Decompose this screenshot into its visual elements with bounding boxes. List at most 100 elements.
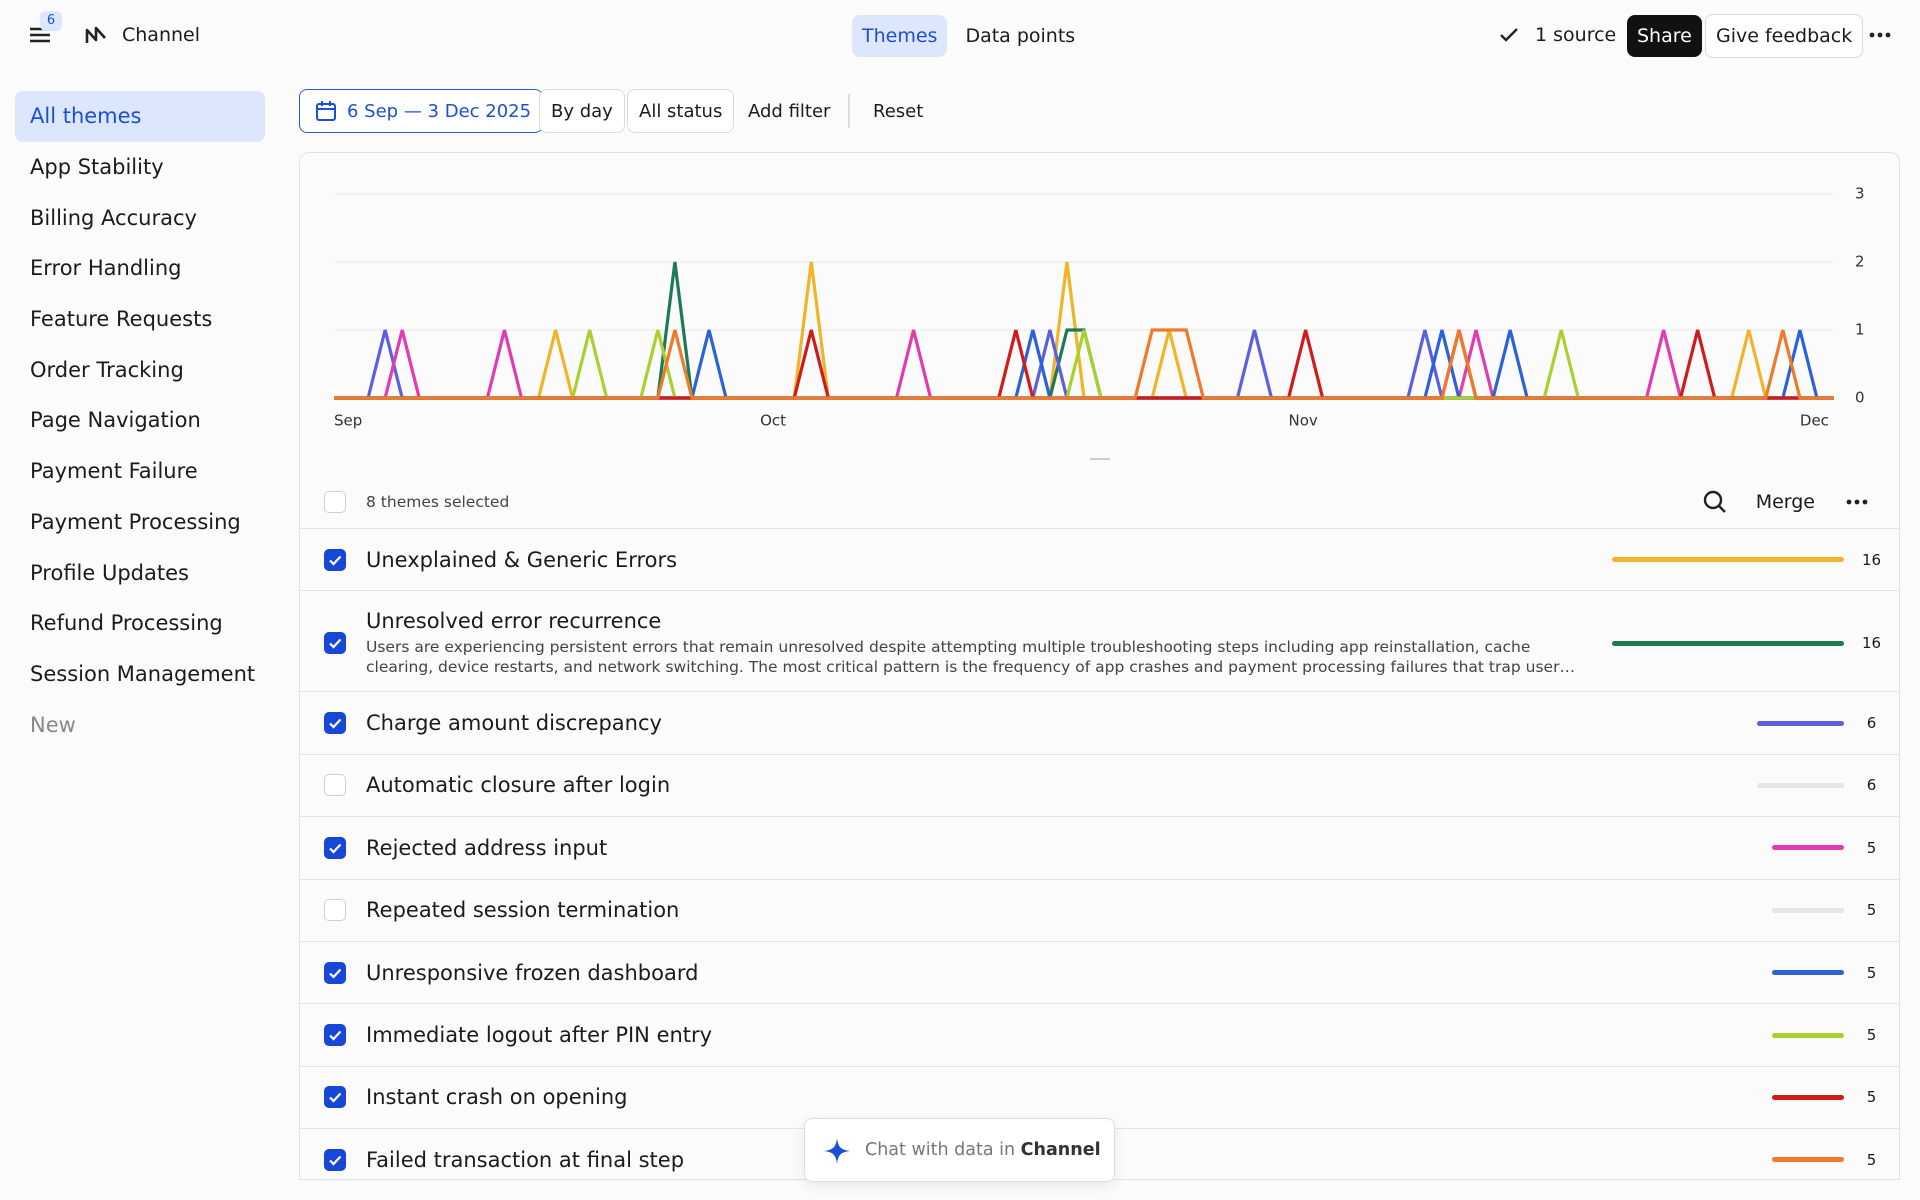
theme-count: 5 [1866, 963, 1877, 982]
resize-handle[interactable] [1090, 458, 1110, 460]
more-icon[interactable] [1868, 30, 1892, 40]
bar-wrap [1604, 907, 1844, 913]
theme-count: 5 [1866, 901, 1877, 920]
sidebar-item[interactable]: Payment Processing [30, 509, 241, 534]
theme-count: 6 [1866, 776, 1877, 795]
checkbox[interactable] [324, 548, 346, 571]
sidebar-new[interactable]: New [30, 712, 76, 737]
sidebar-item[interactable]: Page Navigation [30, 408, 201, 433]
theme-description: Users are experiencing persistent errors… [366, 638, 1568, 677]
theme-row[interactable]: Rejected address input 5 [300, 817, 1899, 880]
row-text: Failed transaction at final step [366, 1148, 1604, 1172]
date-filter[interactable]: 6 Sep — 3 Dec 2025 [299, 89, 544, 133]
bar-wrap [1604, 1094, 1844, 1100]
check-mark [329, 639, 342, 649]
chat-brand: Channel [1020, 1140, 1101, 1160]
sidebar-item[interactable]: Order Tracking [30, 357, 184, 382]
checkbox[interactable] [324, 1024, 346, 1047]
theme-row[interactable]: Repeated session termination 5 [300, 880, 1899, 942]
share-button[interactable]: Share [1627, 15, 1702, 57]
x-tick-label: Sep [334, 412, 362, 430]
check-path [329, 555, 342, 566]
theme-row[interactable]: Failed transaction at final step 5 [300, 1129, 1899, 1179]
sidebar-item[interactable]: Feature Requests [30, 307, 213, 332]
bar-wrap [1604, 640, 1844, 646]
theme-count: 5 [1866, 1088, 1877, 1107]
theme-row[interactable]: Unresolved error recurrence Users are exp… [300, 591, 1899, 693]
count-bar [1771, 1032, 1844, 1038]
theme-title: Instant crash on opening [366, 1085, 628, 1110]
theme-title: Unexplained & Generic Errors [366, 547, 678, 572]
sidebar-item[interactable]: Refund Processing [30, 611, 223, 636]
app-icon [85, 26, 106, 43]
sidebar-item[interactable]: Billing Accuracy [30, 205, 197, 230]
sparkle-icon [824, 1138, 850, 1164]
theme-row[interactable]: Automatic closure after login 6 [300, 755, 1899, 818]
chat-prefix: Chat with data in [865, 1140, 1016, 1160]
theme-title: Rejected address input [366, 835, 608, 860]
check-mark [329, 1093, 342, 1104]
sidebar-item[interactable]: Session Management [30, 661, 256, 686]
theme-row[interactable]: Charge amount discrepancy 6 [300, 692, 1899, 755]
add-filter[interactable]: Add filter [748, 100, 831, 122]
count-bar [1757, 782, 1844, 788]
sidebar-item[interactable]: App Stability [30, 155, 164, 180]
check-path [329, 968, 342, 979]
checkbox[interactable] [324, 1148, 346, 1171]
theme-count: 5 [1866, 838, 1877, 857]
count-bar [1771, 1157, 1844, 1163]
check-path [329, 1030, 342, 1041]
themes-panel: 0 1 2 3 Sep Oct Nov Dec 8 themes selected Merge… [299, 152, 1900, 1180]
bar-wrap [1604, 1032, 1844, 1038]
badge: 6 [40, 11, 62, 31]
count-bar [1771, 970, 1844, 976]
status-filter[interactable]: All status [627, 89, 735, 133]
sidebar-item[interactable]: Error Handling [30, 256, 182, 281]
check-icon [1500, 28, 1518, 42]
theme-count: 16 [1861, 550, 1882, 569]
row-text: Unexplained & Generic Errors [366, 548, 1604, 572]
checkbox[interactable] [324, 836, 346, 859]
checkbox[interactable] [324, 1086, 346, 1109]
tab[interactable]: Data points [965, 25, 1076, 47]
date-range: 6 Sep — 3 Dec 2025 [347, 100, 532, 122]
x-tick-label: Nov [1289, 412, 1318, 430]
check-path [329, 1155, 342, 1166]
check-mark [329, 968, 342, 979]
theme-count: 6 [1866, 714, 1877, 733]
reset[interactable]: Reset [873, 100, 924, 122]
select-all[interactable] [324, 490, 346, 513]
theme-title: Charge amount discrepancy [366, 711, 662, 736]
chat-box[interactable]: Chat with data in Channel [804, 1118, 1115, 1182]
count-bar [1612, 640, 1844, 646]
theme-title: Unresponsive frozen dashboard [366, 960, 699, 985]
granularity-filter[interactable]: By day [539, 89, 625, 133]
merge-button[interactable]: Merge [1755, 490, 1815, 513]
check-mark [329, 718, 342, 729]
theme-row[interactable]: Immediate logout after PIN entry 5 [300, 1004, 1899, 1067]
feedback-button[interactable]: Give feedback [1705, 14, 1864, 58]
list-more-icon[interactable] [1845, 497, 1869, 507]
sidebar-item[interactable]: Payment Failure [30, 459, 198, 484]
sidebar-item[interactable]: All themes [15, 91, 265, 142]
source[interactable]: 1 source [1535, 24, 1617, 46]
checkbox[interactable] [324, 632, 346, 655]
checkbox[interactable] [324, 712, 346, 735]
theme-count: 5 [1866, 1150, 1877, 1169]
theme-count: 5 [1866, 1026, 1877, 1045]
y-tick-label: 0 [1855, 389, 1865, 407]
tab[interactable]: Themes [852, 15, 948, 57]
theme-title: Failed transaction at final step [366, 1147, 685, 1172]
theme-row[interactable]: Unexplained & Generic Errors 16 [300, 529, 1899, 592]
search-icon[interactable] [1702, 489, 1728, 515]
checkbox[interactable] [324, 961, 346, 984]
tabs: Themes Data points [852, 15, 1085, 57]
series-line [334, 328, 1834, 400]
checkbox[interactable] [324, 899, 346, 922]
checkbox[interactable] [324, 774, 346, 797]
theme-row[interactable]: Unresponsive frozen dashboard 5 [300, 942, 1899, 1005]
bar-wrap [1604, 782, 1844, 788]
chart: 0 1 2 3 Sep Oct Nov Dec [334, 185, 1865, 430]
sidebar-item[interactable]: Profile Updates [30, 560, 189, 585]
